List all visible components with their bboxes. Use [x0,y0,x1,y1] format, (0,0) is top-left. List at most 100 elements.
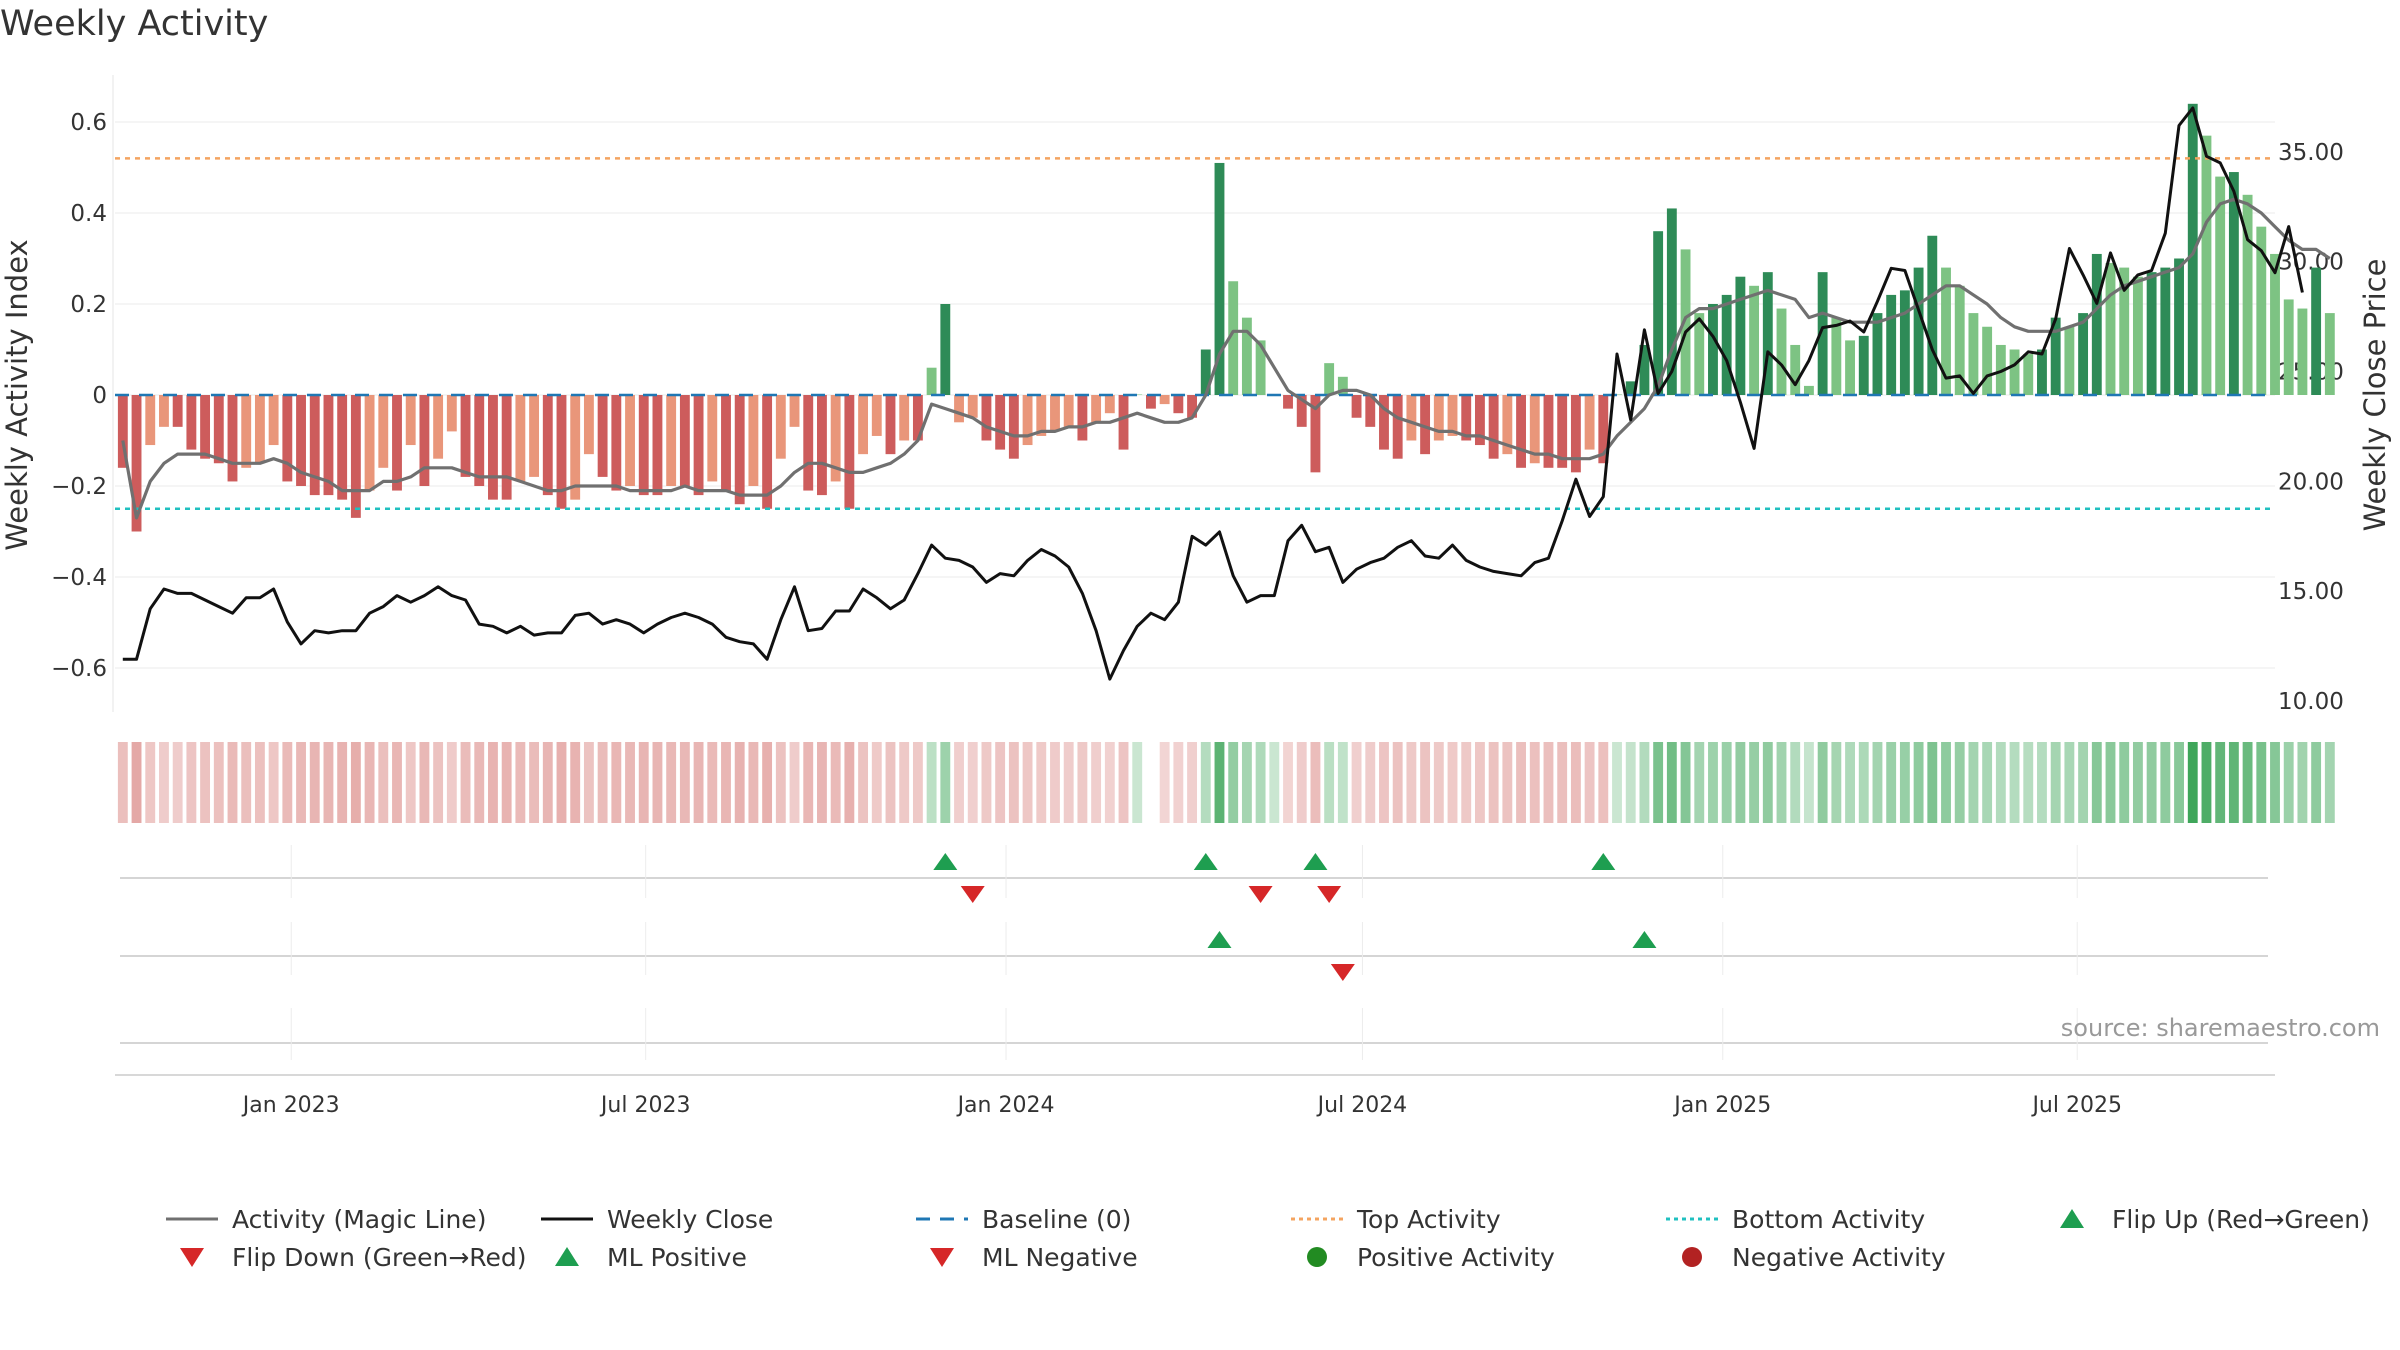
y-left-tick-label: −0.2 [51,474,107,500]
activity-strip-cell [762,742,773,823]
activity-strip-cell [1022,742,1033,823]
activity-bar [1146,395,1156,409]
weekly-close-series [122,106,2304,681]
legend-magic-line[interactable]: Activity (Magic Line) [160,1204,486,1234]
activity-strip-cell [186,742,197,823]
activity-strip-cell [350,742,361,823]
activity-bar [1337,376,1348,395]
activity-bar [378,395,389,468]
activity-bar [2297,308,2308,395]
activity-bar [885,395,896,455]
activity-bar [1406,395,1417,441]
activity-bar [721,395,731,491]
activity-bar [981,395,992,441]
activity-strip-cell [2119,742,2130,823]
activity-bar [1187,395,1197,418]
y-right-tick-label: 15.00 [2278,579,2344,605]
flip-up-marker [933,853,958,870]
activity-strip-cell [1680,742,1691,823]
activity-bar [1118,395,1129,450]
activity-bar [2064,326,2075,395]
activity-bar [1913,267,1924,395]
activity-bar [1762,272,1773,395]
legend-flip-up[interactable]: Flip Up (Red→Green) [2040,1204,2370,1234]
activity-bar [693,395,704,496]
activity-strip-cell [446,742,457,823]
activity-bar [2215,176,2226,395]
activity-strip-cell [817,742,827,823]
activity-bar [2228,172,2239,395]
activity-bar [1803,385,1814,395]
legend-flip-down[interactable]: Flip Down (Green→Red) [160,1242,527,1272]
activity-bar [597,395,608,477]
activity-bar [1680,249,1691,395]
activity-bar [1557,395,1568,468]
activity-strip-cell [2146,742,2157,823]
activity-bar [2283,299,2294,395]
legend-label: Baseline (0) [982,1204,1132,1234]
legend-bottom-activity[interactable]: Bottom Activity [1660,1204,1925,1234]
legend-label: Activity (Magic Line) [232,1204,487,1234]
activity-bar [611,395,622,491]
activity-strip-cell [1283,742,1293,823]
y-left-tick-label: 0.4 [70,201,107,227]
activity-bar [638,395,649,496]
legend-label: Bottom Activity [1732,1204,1926,1234]
legend-positive-activity[interactable]: Positive Activity [1285,1242,1555,1272]
y-left-axis-title: Weekly Activity Index [0,239,34,550]
legend-label: Flip Down (Green→Red) [232,1242,527,1272]
activity-strip-cell [2091,742,2102,823]
legend-ml-negative[interactable]: ML Negative [910,1242,1138,1272]
activity-bar [1296,395,1307,427]
activity-bar [1173,395,1184,414]
legend-ml-positive[interactable]: ML Positive [535,1242,747,1272]
flip-up-marker [1193,853,1218,870]
activity-strip-cell [2050,742,2061,823]
activity-strip-cell [1187,742,1197,823]
activity-bar [1543,395,1554,468]
activity-bar [1241,317,1252,395]
activity-strip-cell [1790,742,1801,823]
legend-weekly-close[interactable]: Weekly Close [535,1204,773,1234]
activity-strip-cell [2297,742,2308,823]
activity-bar [501,395,512,500]
activity-bar [2270,253,2280,395]
legend-baseline[interactable]: Baseline (0) [910,1204,1131,1234]
activity-bar [1310,395,1321,473]
activity-bar [1159,395,1170,405]
activity-bar [2009,349,2020,395]
activity-strip-cell [501,742,512,823]
activity-strip-cell [2228,742,2239,823]
activity-strip-cell [789,742,800,823]
activity-strip-cell [2037,742,2047,823]
activity-bar [1831,317,1842,395]
activity-bar [679,395,690,486]
y-left-tick-label: 0.2 [70,292,107,318]
y-right-tick-label: 30.00 [2278,250,2344,276]
legend-label: Weekly Close [607,1204,774,1234]
legend-top-activity[interactable]: Top Activity [1285,1204,1501,1234]
activity-strip-cell [1406,742,1417,823]
activity-bar [227,395,238,482]
activity-strip-cell [652,742,663,823]
activity-bar [2078,313,2089,395]
activity-bar [1351,395,1362,418]
activity-strip-cell [2311,742,2322,823]
activity-bar [474,395,485,486]
activity-strip-cell [323,742,334,823]
activity-strip-cell [1653,742,1664,823]
activity-bar [1255,340,1266,395]
activity-strip-cell [1132,742,1143,823]
activity-strip-cell [433,742,444,823]
activity-bar [1488,395,1499,459]
activity-strip-cell [460,742,471,823]
legend-label: ML Positive [607,1242,747,1272]
activity-bar [1927,235,1938,395]
activity-strip-cell [967,742,978,823]
activity-bar [1324,363,1335,395]
activity-strip-cell [1214,742,1225,823]
legend-negative-activity[interactable]: Negative Activity [1660,1242,1946,1272]
activity-strip-cell [1228,742,1239,823]
activity-strip-cell [392,742,402,823]
activity-strip-cell [1118,742,1129,823]
